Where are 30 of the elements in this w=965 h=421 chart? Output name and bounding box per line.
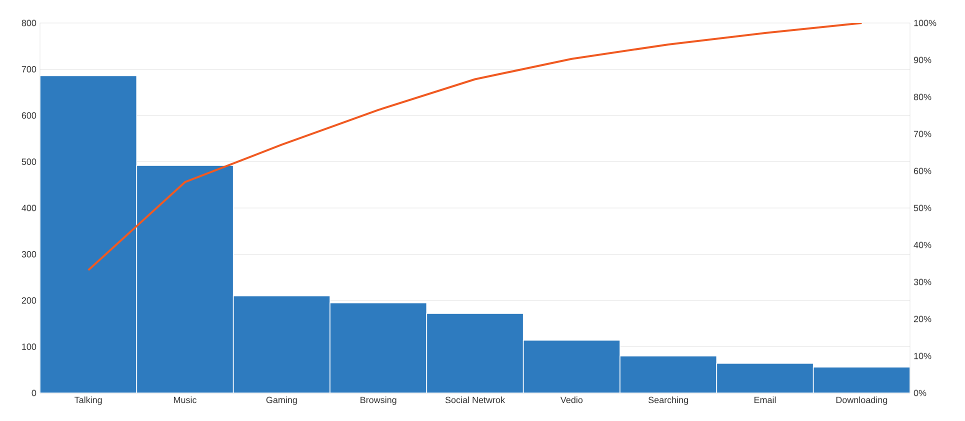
y2-tick-label: 60% [914,168,932,174]
y-tick-label: 700 [22,66,36,72]
y2-tick-label: 30% [914,278,932,286]
line-series [87,23,863,272]
x-tick-label: Talking [74,396,102,405]
y-tick-label: 100 [22,344,36,350]
y-tick-label: 400 [22,204,36,212]
y-tick-label: 600 [22,112,36,119]
y-tick-label: 200 [22,297,36,304]
x-tick-label: Gaming [266,396,297,405]
y2-tick-label: 80% [914,94,932,100]
x-tick-label: Vedio [560,396,583,404]
x-tick-label: Searching [648,396,688,405]
x-tick-label: Email [754,396,776,404]
x-tick-label: Downloading [836,396,888,405]
y-tick-label: 0 [32,390,36,396]
y2-tick-label: 100% [914,20,936,26]
y2-tick-label: 0% [914,390,926,396]
x-tick-label: Social Netwrok [445,396,506,404]
y-tick-label: 500 [22,158,36,165]
y2-tick-label: 40% [914,242,932,248]
y2-tick-label: 70% [914,130,932,138]
y-tick-label: 300 [22,251,36,258]
x-tick-label: Music [174,396,197,404]
y-tick-label: 800 [22,20,36,26]
y2-tick-label: 90% [914,56,932,64]
y2-tick-label: 50% [914,204,932,212]
x-tick-label: Browsing [360,396,396,405]
y2-tick-label: 20% [914,316,932,322]
y2-tick-label: 10% [914,352,932,360]
